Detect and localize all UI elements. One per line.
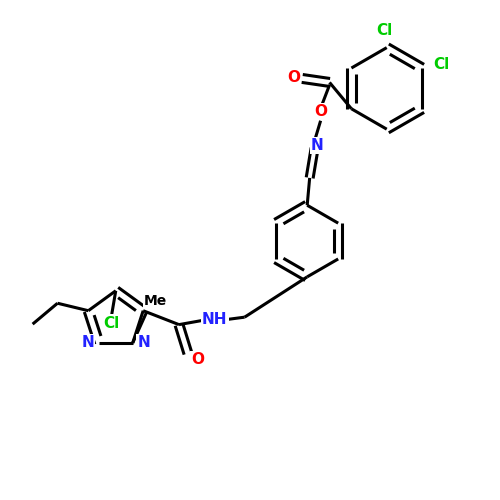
- Text: N: N: [138, 336, 150, 350]
- Text: N: N: [311, 138, 324, 153]
- Text: O: O: [287, 70, 300, 85]
- Text: Cl: Cl: [104, 316, 120, 330]
- Text: Me: Me: [144, 294, 167, 308]
- Text: Cl: Cl: [376, 22, 392, 38]
- Text: NH: NH: [202, 312, 228, 327]
- Text: O: O: [314, 104, 327, 119]
- Text: N: N: [82, 336, 94, 350]
- Text: O: O: [192, 352, 204, 367]
- Text: Cl: Cl: [433, 56, 449, 72]
